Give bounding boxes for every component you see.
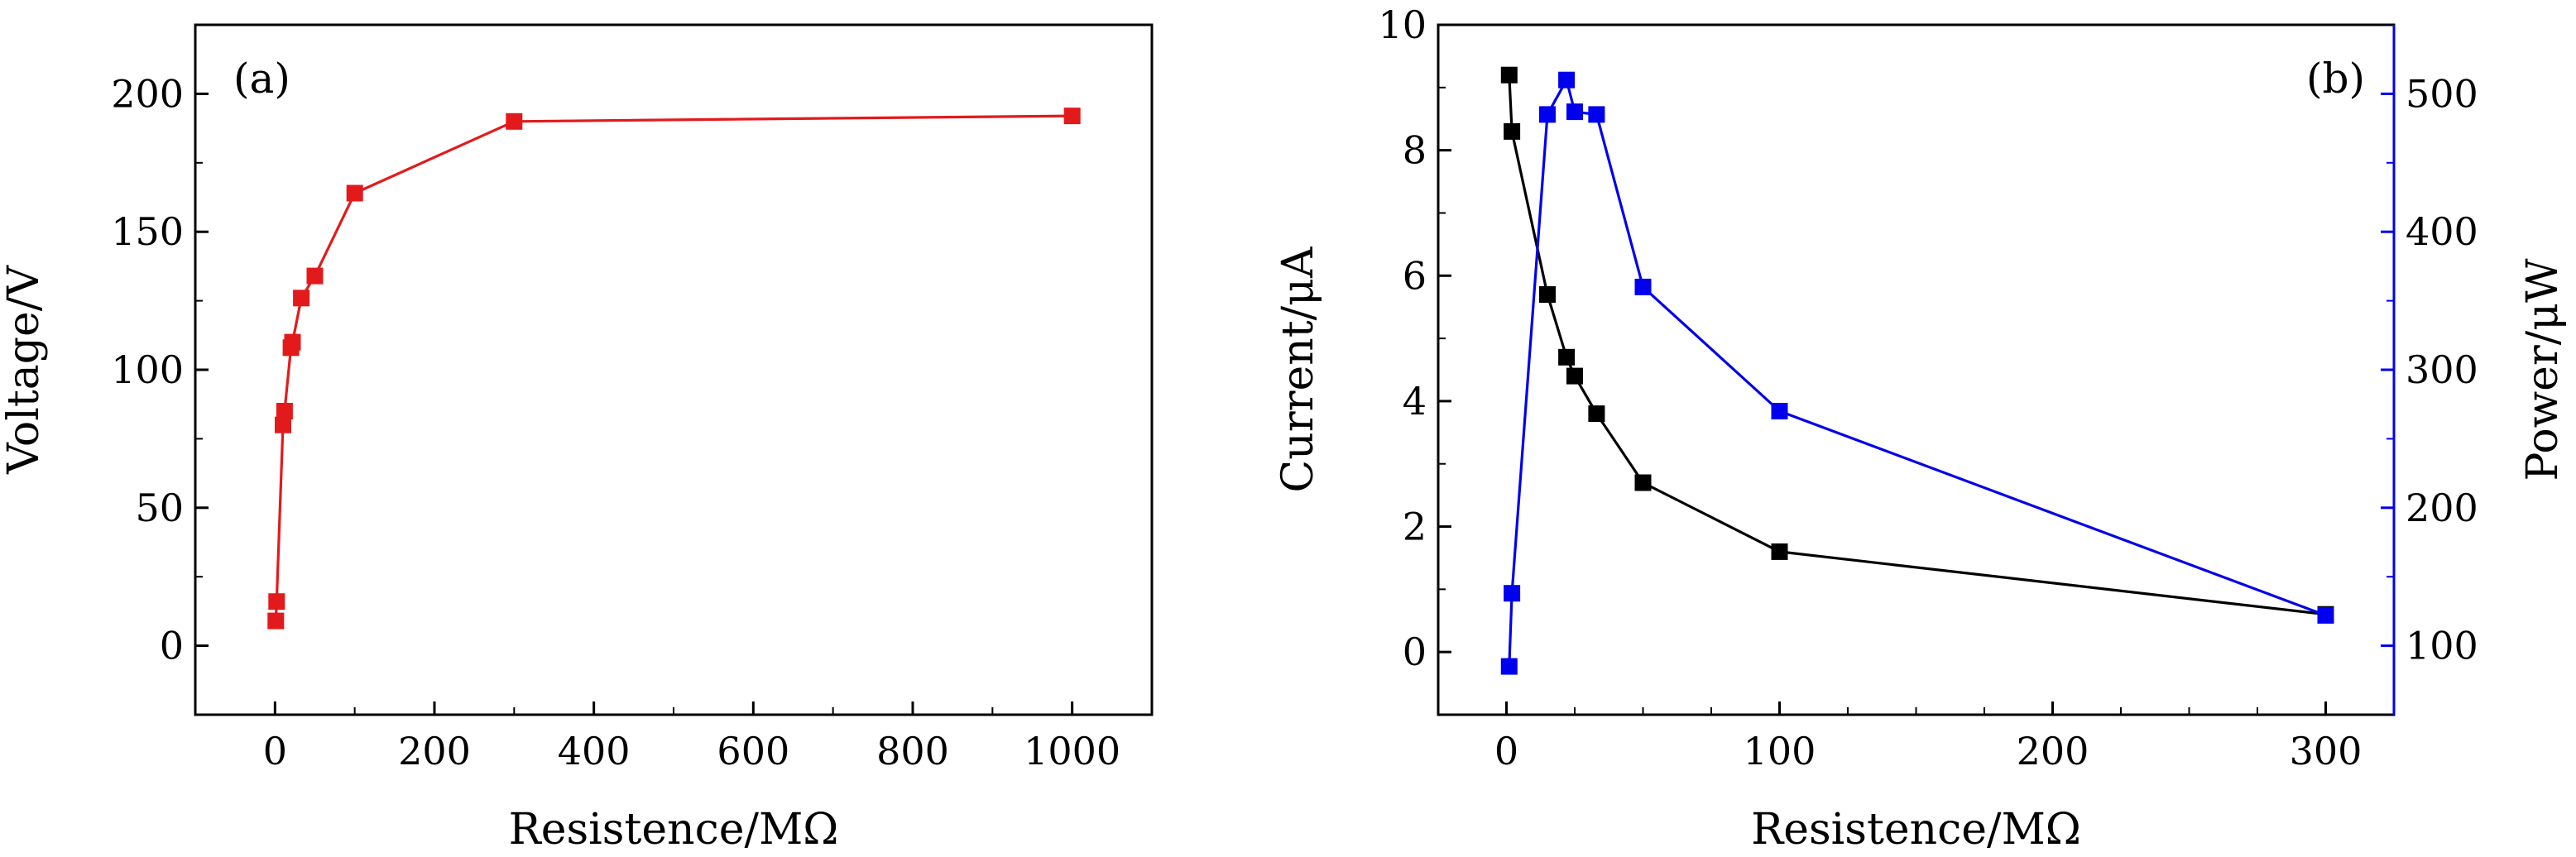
panel-b-y-tick-label: 4 — [1403, 379, 1427, 424]
panel-b-y-tick-label: 8 — [1403, 128, 1427, 173]
panel-a-voltage-point — [306, 267, 324, 285]
panel-a-voltage-chart: 0 200 400 600 800 1000 0 50 100 150 200 (a) Resist… — [0, 23, 1154, 855]
panel-b-y-tick-label: 6 — [1403, 253, 1427, 298]
panel-b-current-line — [1508, 74, 2326, 616]
panel-b-power-point — [1634, 278, 1652, 295]
panel-a-x-axis-label: Resistence/MΩ — [509, 805, 839, 855]
panel-b-power-point — [1539, 106, 1556, 123]
panel-b-current-power-chart: 0 100 200 300 0 2 4 6 8 10 100 200 300 400 500 (b) Res… — [1274, 2, 2568, 855]
panel-b-y-tick-label: 2 — [1403, 505, 1427, 549]
panel-a-y-tick-label: 0 — [160, 624, 184, 668]
panel-a-plot-frame — [194, 23, 1154, 716]
panel-a-voltage-point — [267, 612, 285, 630]
panel-a-voltage-point — [1063, 108, 1081, 125]
panel-b-left-y-axis-label: Current/μA — [1274, 246, 1323, 492]
panel-b-y-right-tick-label: 100 — [2406, 624, 2478, 668]
panel-b-power-point — [1588, 106, 1605, 123]
panel-a-x-tick-label: 400 — [558, 729, 631, 773]
panel-b-y-right-tick-label: 300 — [2406, 347, 2478, 392]
panel-b-current-point — [1539, 286, 1556, 303]
panel-a-y-axis-label: Voltage/V — [0, 265, 49, 475]
panel-b-y-right-tick-label: 500 — [2406, 71, 2478, 116]
panel-b-current-point — [1588, 405, 1605, 423]
panel-a-x-tick-label: 200 — [398, 729, 471, 773]
panel-a-voltage-point — [268, 593, 285, 610]
panel-b-y-right-tick-label: 400 — [2406, 209, 2478, 254]
panel-b-label: (b) — [2306, 55, 2365, 103]
panel-a-voltage-line — [274, 114, 1072, 621]
panel-b-current-point — [1771, 543, 1788, 560]
panel-b-x-tick-label: 300 — [2290, 729, 2363, 773]
panel-a-y-tick-label: 200 — [111, 71, 184, 116]
panel-a-ticks: 0 200 400 600 800 1000 0 50 100 150 200 — [111, 71, 1120, 773]
panel-a-x-tick-label: 600 — [717, 729, 789, 773]
panel-b-current-point — [1558, 348, 1576, 366]
panel-a-x-tick-label: 1000 — [1024, 729, 1120, 773]
panel-b-current-point — [1634, 474, 1652, 491]
panel-a-voltage-point — [506, 113, 523, 130]
panel-a-x-tick-label: 800 — [876, 729, 949, 773]
panel-b-y-right-tick-label: 200 — [2406, 486, 2478, 530]
panel-b-right-y-axis-label: Power/μW — [2518, 258, 2568, 481]
panel-a-voltage-point — [293, 290, 310, 307]
panel-b-x-axis-label: Resistence/MΩ — [1751, 805, 2081, 855]
panel-b-power-point — [1504, 585, 1521, 602]
panel-b-x-tick-label: 200 — [2017, 729, 2089, 773]
panel-b-current-point — [1500, 66, 1518, 84]
panel-b-power-point — [1500, 658, 1518, 675]
panel-b-current-point — [1504, 122, 1521, 140]
panel-a-data — [267, 108, 1081, 630]
panel-b-power-point — [1771, 403, 1788, 419]
panel-a-voltage-point — [284, 333, 301, 351]
panel-b-power-point — [1558, 71, 1576, 89]
panel-b-current-point — [1566, 367, 1583, 385]
panel-a-x-tick-label: 0 — [263, 729, 287, 773]
panel-b-x-tick-label: 0 — [1494, 729, 1518, 773]
panel-a-voltage-point — [276, 403, 293, 419]
panel-b-x-tick-label: 100 — [1744, 729, 1816, 773]
panel-b-data — [1500, 66, 2334, 675]
panel-a-y-tick-label: 150 — [111, 209, 184, 254]
panel-b-power-line — [1508, 76, 2327, 667]
panel-a-voltage-point — [346, 184, 363, 202]
panel-b-power-point — [2317, 606, 2334, 624]
panel-b-power-point — [1566, 103, 1583, 121]
panel-a-label: (a) — [233, 55, 290, 103]
panel-a-y-tick-label: 50 — [135, 486, 184, 530]
panel-b-ticks: 0 100 200 300 0 2 4 6 8 10 100 200 300 400 500 — [1378, 2, 2478, 773]
panel-a-voltage-point — [275, 416, 291, 433]
panel-b-y-tick-label: 0 — [1403, 630, 1427, 674]
panel-a-y-tick-label: 100 — [111, 347, 184, 392]
panel-b-y-tick-label: 10 — [1378, 2, 1427, 47]
